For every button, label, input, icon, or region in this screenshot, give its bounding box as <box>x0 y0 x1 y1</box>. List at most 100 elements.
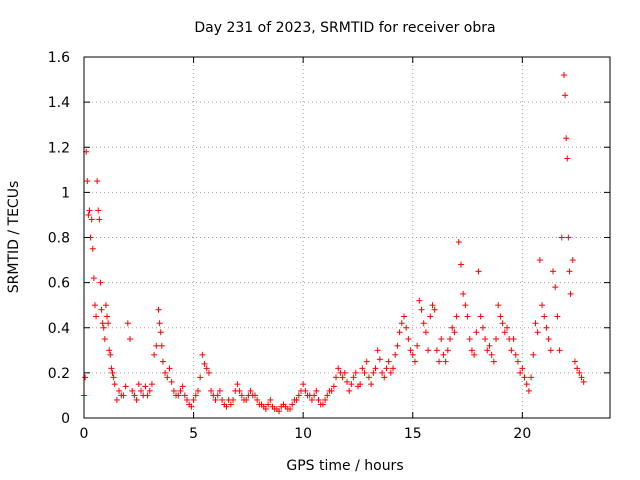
data-point <box>457 261 464 268</box>
data-point <box>416 297 423 304</box>
x-axis-label: GPS time / hours <box>286 458 403 474</box>
data-point <box>477 313 484 320</box>
data-point <box>468 347 475 354</box>
data-point <box>346 387 353 394</box>
data-point <box>562 92 569 99</box>
data-point <box>517 369 524 376</box>
data-point <box>162 369 169 376</box>
data-point <box>525 387 532 394</box>
data-point <box>508 347 515 354</box>
data-point <box>144 392 151 399</box>
data-point <box>449 324 456 331</box>
data-point <box>333 374 340 381</box>
data-point <box>396 329 403 336</box>
y-tick-label: 1.6 <box>48 50 70 66</box>
data-point <box>490 358 497 365</box>
data-point <box>484 347 491 354</box>
x-tick-label: 10 <box>294 426 312 442</box>
data-point <box>194 387 201 394</box>
data-point <box>339 374 346 381</box>
data-points <box>81 72 587 415</box>
data-point <box>486 342 493 349</box>
data-point <box>547 347 554 354</box>
data-point <box>104 313 111 320</box>
data-point <box>361 369 368 376</box>
data-point <box>460 290 467 297</box>
data-point <box>88 216 95 223</box>
data-point <box>289 401 296 408</box>
data-point <box>385 358 392 365</box>
data-point <box>97 279 104 286</box>
data-point <box>236 387 243 394</box>
data-point <box>471 351 478 358</box>
data-point <box>90 275 97 282</box>
data-point <box>560 72 567 79</box>
data-point <box>418 306 425 313</box>
data-point <box>564 155 571 162</box>
data-point <box>392 351 399 358</box>
data-point <box>319 401 326 408</box>
data-point <box>420 320 427 327</box>
data-point <box>131 392 138 399</box>
data-point <box>576 369 583 376</box>
data-point <box>438 336 445 343</box>
data-point <box>166 365 173 372</box>
data-point <box>116 387 123 394</box>
data-point <box>254 396 261 403</box>
data-point <box>447 336 454 343</box>
y-tick-label: 0.8 <box>48 231 70 247</box>
data-point <box>433 347 440 354</box>
data-point <box>394 342 401 349</box>
data-point <box>376 356 383 363</box>
data-point <box>539 302 546 309</box>
data-point <box>168 378 175 385</box>
data-point <box>488 351 495 358</box>
data-point <box>363 358 370 365</box>
data-point <box>142 383 149 390</box>
x-tick-labels: 0 5 10 15 20 <box>80 426 532 442</box>
data-point <box>574 365 581 372</box>
y-tick-label: 0.6 <box>48 276 70 292</box>
data-point <box>565 234 572 241</box>
data-point <box>153 342 160 349</box>
data-point <box>352 369 359 376</box>
data-point <box>414 342 421 349</box>
data-point <box>379 369 386 376</box>
data-point <box>148 381 155 388</box>
data-point <box>106 347 113 354</box>
data-point <box>203 365 210 372</box>
chart-title: Day 231 of 2023, SRMTID for receiver obr… <box>194 20 495 36</box>
y-tick-label: 1 <box>61 185 70 201</box>
data-point <box>403 324 410 331</box>
data-point <box>569 257 576 264</box>
data-point <box>567 290 574 297</box>
data-point <box>554 313 561 320</box>
grid-lines <box>84 57 610 418</box>
data-point <box>262 405 269 412</box>
x-tick-label: 20 <box>513 426 531 442</box>
data-point <box>84 178 91 185</box>
data-point <box>387 369 394 376</box>
data-point <box>181 392 188 399</box>
data-point <box>313 387 320 394</box>
data-point <box>466 336 473 343</box>
data-point <box>201 360 208 367</box>
data-point <box>534 329 541 336</box>
data-point <box>464 313 471 320</box>
axis-ticks <box>83 56 610 419</box>
data-point <box>493 336 500 343</box>
data-point <box>519 365 526 372</box>
data-point <box>122 383 129 390</box>
data-point <box>86 207 93 214</box>
data-point <box>411 358 418 365</box>
data-point <box>400 313 407 320</box>
data-point <box>179 383 186 390</box>
data-point <box>93 313 100 320</box>
data-point <box>440 351 447 358</box>
data-point <box>566 268 573 275</box>
data-point <box>208 387 215 394</box>
data-point <box>451 329 458 336</box>
data-point <box>113 396 120 403</box>
y-tick-label: 0.2 <box>48 366 70 382</box>
data-point <box>158 342 165 349</box>
